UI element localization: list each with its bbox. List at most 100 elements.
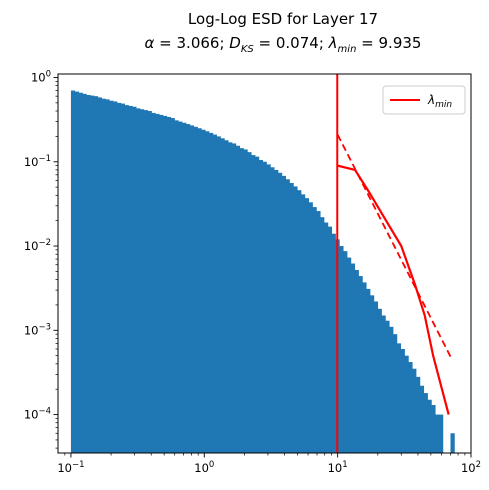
histogram-bar (174, 120, 179, 453)
axis-ticks: 10−1 100 101 102 10−4 10−3 10−2 10−1 100 (24, 69, 481, 475)
histogram-bar (270, 167, 275, 453)
histogram-bar (90, 95, 95, 453)
histogram-bar (239, 148, 244, 453)
y-tick-label: 10−2 (24, 238, 51, 253)
histogram-bar (285, 179, 290, 453)
chart-title: Log-Log ESD for Layer 17 (188, 10, 378, 28)
histogram-bar (178, 121, 183, 454)
subtitle-dks-value: 0.074 (276, 34, 319, 52)
histogram-bar (251, 155, 256, 453)
histogram-bar (159, 114, 164, 454)
histogram-bar (343, 251, 348, 453)
histogram-bar (266, 164, 271, 453)
y-tick-label: 10−1 (24, 154, 51, 169)
legend-lambda-min-label: λmin (427, 93, 452, 110)
histogram-bar (281, 175, 287, 454)
y-tick-label: 100 (31, 69, 51, 84)
histogram-bar (392, 334, 398, 453)
histogram-bar (389, 326, 394, 453)
histogram-bar (385, 320, 390, 453)
legend: λmin (382, 85, 466, 115)
chart-subtitle: α = 3.066; DKS = 0.074; λmin = 9.935 (145, 34, 422, 55)
histogram-bar (262, 161, 267, 454)
histogram-bar (105, 99, 110, 453)
histogram-bar (205, 131, 210, 454)
histogram-bar (128, 105, 133, 453)
histogram-bar (155, 113, 160, 454)
histogram-bar (82, 93, 87, 453)
histogram-bar (185, 124, 191, 453)
histogram-bar (362, 282, 367, 453)
histogram-bar (350, 263, 356, 453)
histogram-bar (220, 138, 225, 454)
subtitle-lambda-min-value: 9.935 (379, 34, 422, 52)
histogram-bar (373, 301, 379, 453)
histogram-bar (247, 152, 252, 453)
histogram-bar (297, 190, 302, 453)
histogram-bar (423, 393, 428, 453)
histogram-bar (377, 308, 382, 453)
histogram-bar (74, 91, 79, 453)
histogram-bar (408, 362, 413, 453)
histogram-bar (143, 110, 149, 453)
histogram-bar (120, 103, 126, 453)
histogram-bar (182, 122, 187, 454)
histogram-bar (258, 159, 264, 453)
histogram-bar (366, 288, 371, 453)
histogram-bar (300, 194, 306, 453)
histogram-bar (339, 246, 344, 453)
subtitle-alpha-value: 3.066 (177, 34, 220, 52)
empirical-pdf-line (337, 164, 450, 415)
histogram-bar (254, 156, 260, 453)
histogram-bar (323, 222, 329, 453)
histogram-bar (147, 111, 152, 453)
histogram-bar (346, 257, 352, 453)
histogram-bar (312, 207, 317, 453)
x-tick-label: 102 (461, 460, 481, 475)
plot-frame (57, 73, 472, 454)
y-tick-label: 10−4 (24, 407, 51, 422)
histogram-bar (331, 233, 336, 453)
histogram-bar (208, 132, 214, 454)
histogram-bar (381, 315, 386, 453)
histogram-bar (97, 97, 102, 453)
histogram-bar (431, 404, 436, 453)
histogram-bar (327, 226, 333, 453)
histogram-bar (197, 128, 202, 453)
y-tick-label: 10−3 (24, 322, 51, 337)
x-tick-label: 101 (328, 460, 348, 475)
histogram-bar (70, 90, 76, 453)
histogram-bar (231, 143, 237, 453)
histogram-bar (358, 276, 363, 453)
histogram-bar (243, 149, 248, 453)
histogram-bar (193, 126, 198, 454)
histogram-bar (151, 112, 156, 453)
legend-box (382, 85, 466, 115)
histogram-bar (396, 343, 402, 453)
histogram-bar (136, 108, 141, 454)
histogram-bar (113, 101, 118, 453)
histogram-bar (316, 211, 321, 453)
axes-frame (57, 73, 472, 454)
histogram-bar (86, 94, 91, 454)
histogram-bar (354, 269, 359, 453)
histogram-bar (369, 295, 375, 453)
histogram-bar (132, 106, 137, 454)
histogram-bar (235, 145, 241, 453)
histogram-bar (289, 182, 294, 453)
histogram-bar (404, 355, 409, 453)
histogram-bar (124, 105, 129, 453)
histogram-bar (224, 140, 229, 453)
histogram-bar (439, 414, 444, 453)
histogram-bar (212, 134, 218, 453)
x-tick-label: 100 (194, 460, 214, 475)
histogram-bar (320, 217, 325, 453)
histogram-bar (109, 100, 114, 453)
histogram-bar (435, 414, 440, 453)
x-tick-label: 10−1 (57, 460, 84, 475)
histogram-bar (228, 142, 233, 453)
histogram-bar (189, 125, 195, 453)
histogram-bars (70, 90, 455, 454)
histogram-bar (427, 399, 432, 453)
